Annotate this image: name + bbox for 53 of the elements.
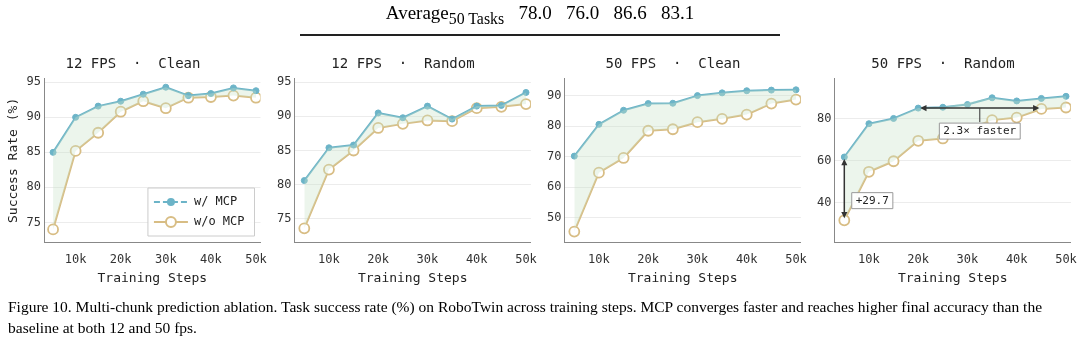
text: Average$_{50 Tasks}$ 78.0 76.0 86.6 83.1 <box>300 2 780 36</box>
y-tick-label: 85 <box>277 142 292 157</box>
x-tick-label: 20k <box>907 252 930 267</box>
x-tick-label: 40k <box>465 252 489 267</box>
caption: Figure 10. Multi-chunk prediction ablation. Task success rate (%) on RoboTwin across training steps. MCP converges faster and reaches higher final accuracy than the baseline at both 12 and 50 fps. <box>8 297 1044 338</box>
legend-label: w/ MCP <box>193 194 238 209</box>
y-axis-title: Success Rate (%) <box>5 97 21 224</box>
annotation: 2.3× faster <box>943 123 1017 137</box>
chart-title: 50 FPS · Clean <box>605 55 741 72</box>
y-tick-label: 90 <box>547 87 562 102</box>
y-tick-label: 60 <box>817 152 832 167</box>
x-axis-title: Training Steps <box>897 269 1008 285</box>
legend-label: w/o MCP <box>193 214 245 229</box>
y-tick-label: 70 <box>547 148 562 163</box>
x-tick-label: 30k <box>154 252 178 267</box>
y-tick-label: 90 <box>26 109 42 124</box>
y-tick-label: 80 <box>277 176 292 191</box>
x-tick-label: 20k <box>109 252 133 267</box>
y-tick-label: 90 <box>277 108 292 123</box>
x-tick-label: 10k <box>858 252 881 267</box>
y-tick-label: 75 <box>26 214 42 229</box>
x-tick-label: 20k <box>367 252 390 267</box>
chart-title: 50 FPS · Random <box>871 55 1015 72</box>
y-tick-label: 80 <box>26 179 42 194</box>
x-tick-label: 10k <box>318 252 341 267</box>
x-tick-label: 40k <box>200 252 223 267</box>
x-tick-label: 50k <box>515 252 538 267</box>
y-tick-label: 60 <box>547 179 562 194</box>
y-tick-label: 80 <box>817 110 832 125</box>
x-tick-label: 20k <box>637 252 660 267</box>
x-tick-label: 50k <box>785 252 808 267</box>
x-tick-label: 30k <box>686 252 710 267</box>
chart-title: 12 FPS · Clean <box>65 55 201 72</box>
y-tick-label: 80 <box>547 118 562 133</box>
chart-title: 12 FPS · Random <box>331 55 475 72</box>
x-axis-title: Training Steps <box>97 269 208 285</box>
x-tick-label: 10k <box>64 252 88 267</box>
x-tick-label: 10k <box>588 252 611 267</box>
x-tick-label: 40k <box>735 252 759 267</box>
x-axis-title: Training Steps <box>357 269 468 285</box>
y-tick-label: 50 <box>547 209 562 224</box>
x-tick-label: 50k <box>245 252 268 267</box>
y-tick-label: 75 <box>277 210 292 225</box>
y-tick-label: 95 <box>277 74 292 89</box>
y-tick-label: 95 <box>26 74 42 89</box>
y-tick-label: 40 <box>817 195 832 210</box>
x-tick-label: 30k <box>956 252 980 267</box>
x-tick-label: 50k <box>1055 252 1078 267</box>
x-tick-label: 30k <box>416 252 440 267</box>
annotation: +29.7 <box>855 193 889 207</box>
x-axis-title: Training Steps <box>627 269 738 285</box>
y-tick-label: 85 <box>26 144 42 159</box>
x-tick-label: 40k <box>1005 252 1029 267</box>
